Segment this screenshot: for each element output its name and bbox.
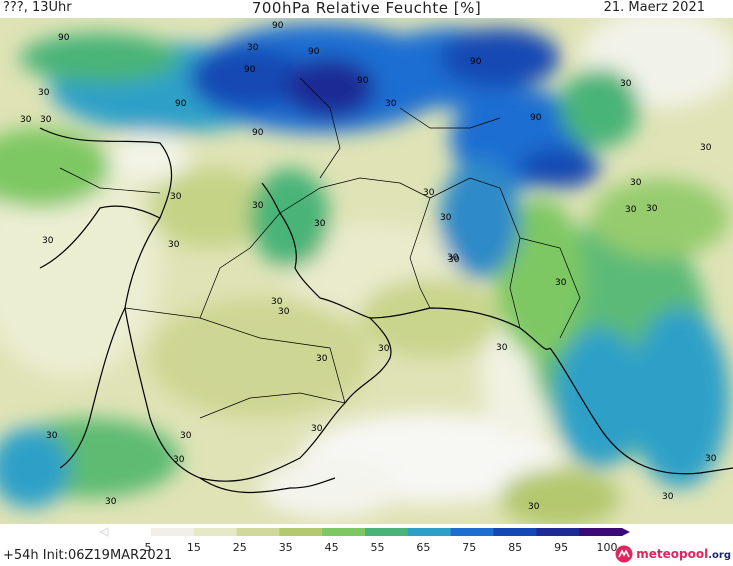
colorbar-tick-label: 15 bbox=[187, 541, 201, 554]
colorbar: 5 15 25 35 45 55 65 75 85 95 100 bbox=[0, 526, 733, 566]
contour-label: 30 bbox=[440, 213, 452, 223]
model-run-info: +54h Init:06Z19MAR2021 bbox=[3, 548, 173, 563]
contour-label: 30 bbox=[168, 240, 180, 250]
contour-label: 30 bbox=[40, 115, 52, 125]
colorbar-swatch bbox=[579, 528, 623, 536]
colorbar-swatch bbox=[450, 528, 494, 536]
contour-label: 90 bbox=[175, 99, 187, 109]
contour-label: 90 bbox=[272, 21, 284, 31]
contour-label: 90 bbox=[58, 33, 70, 43]
contour-label: 30 bbox=[705, 454, 717, 464]
contour-labels: 90 90 90 90 90 90 90 90 90 30 30 30 30 3… bbox=[20, 21, 717, 512]
contour-label: 30 bbox=[173, 455, 185, 465]
colorbar-swatch bbox=[322, 528, 366, 536]
colorbar-swatch bbox=[536, 528, 580, 536]
contour-label: 30 bbox=[278, 307, 290, 317]
contour-label: 30 bbox=[105, 497, 117, 507]
contour-label: 30 bbox=[385, 99, 397, 109]
contour-label: 90 bbox=[357, 76, 369, 86]
colorbar-arrow bbox=[98, 527, 109, 537]
contour-label: 30 bbox=[662, 492, 674, 502]
country-borders bbox=[59, 77, 581, 419]
colorbar-tick-label: 45 bbox=[325, 541, 339, 554]
colorbar-tick-label: 95 bbox=[554, 541, 568, 554]
colorbar-swatch bbox=[407, 528, 452, 536]
contour-label: 30 bbox=[528, 502, 540, 512]
colorbar-tick-label: 85 bbox=[508, 541, 522, 554]
contour-label: 30 bbox=[38, 88, 50, 98]
contour-label: 30 bbox=[20, 115, 32, 125]
contour-label: 30 bbox=[447, 253, 459, 263]
contour-label: 30 bbox=[378, 344, 390, 354]
coastlines bbox=[39, 127, 733, 493]
contour-label: 90 bbox=[252, 128, 264, 138]
colorbar-swatch bbox=[193, 528, 237, 536]
colorbar-tick-label: 55 bbox=[371, 541, 385, 554]
contour-label: 30 bbox=[271, 297, 283, 307]
contour-label: 30 bbox=[555, 278, 567, 288]
colorbar-tick-label: 5 bbox=[145, 541, 152, 554]
colorbar-labels: 5 15 25 35 45 55 65 75 85 95 100 bbox=[145, 541, 618, 554]
contour-label: 30 bbox=[46, 431, 58, 441]
colorbar-swatch bbox=[365, 528, 409, 536]
valid-date: 21. Maerz 2021 bbox=[603, 0, 705, 15]
colorbar-tick-label: 75 bbox=[462, 541, 476, 554]
logo-tld: .org bbox=[708, 550, 731, 561]
colorbar-swatch bbox=[236, 528, 280, 536]
contour-label: 30 bbox=[448, 255, 460, 265]
contour-label: 30 bbox=[316, 354, 328, 364]
contour-label: 30 bbox=[170, 192, 182, 202]
colorbar-swatch bbox=[279, 528, 323, 536]
colorbar-tick-label: 35 bbox=[279, 541, 293, 554]
colorbar-swatch bbox=[493, 528, 537, 536]
contour-label: 30 bbox=[620, 79, 632, 89]
contour-label: 90 bbox=[308, 47, 320, 57]
colorbar-tick-label: 25 bbox=[233, 541, 247, 554]
contour-label: 30 bbox=[423, 188, 435, 198]
contour-label: 30 bbox=[496, 343, 508, 353]
contour-label: 30 bbox=[646, 204, 658, 214]
meteopool-logo[interactable]: meteopool.org bbox=[615, 544, 731, 564]
contour-label: 90 bbox=[244, 65, 256, 75]
colorbar-swatch bbox=[108, 528, 152, 536]
contour-label: 30 bbox=[630, 178, 642, 188]
colorbar-tick-label: 100 bbox=[597, 541, 618, 554]
contour-label: 30 bbox=[247, 43, 259, 53]
contour-label: 90 bbox=[530, 113, 542, 123]
contour-label: 30 bbox=[252, 201, 264, 211]
humidity-field bbox=[0, 18, 733, 524]
colorbar-tick-label: 65 bbox=[416, 541, 430, 554]
header-bar: ???, 13Uhr 700hPa Relative Feuchte [%] 2… bbox=[0, 0, 733, 18]
valid-time: ???, 13Uhr bbox=[3, 0, 72, 15]
contour-label: 30 bbox=[180, 431, 192, 441]
contour-label: 90 bbox=[470, 57, 482, 67]
map-title: 700hPa Relative Feuchte [%] bbox=[251, 0, 482, 17]
contour-label: 30 bbox=[42, 236, 54, 246]
colorbar-arrow bbox=[622, 528, 630, 536]
contour-label: 30 bbox=[625, 205, 637, 215]
contour-label: 30 bbox=[700, 143, 712, 153]
colorbar-scale: 5 15 25 35 45 55 65 75 85 95 100 bbox=[98, 527, 630, 554]
meteopool-logo-icon bbox=[615, 545, 633, 563]
contour-label: 30 bbox=[314, 219, 326, 229]
colorbar-swatches bbox=[98, 527, 630, 537]
contour-label: 30 bbox=[311, 424, 323, 434]
humidity-map[interactable]: 90 90 90 90 90 90 90 90 90 30 30 30 30 3… bbox=[0, 18, 733, 524]
colorbar-swatch bbox=[150, 528, 195, 536]
logo-text: meteopool bbox=[636, 547, 709, 561]
